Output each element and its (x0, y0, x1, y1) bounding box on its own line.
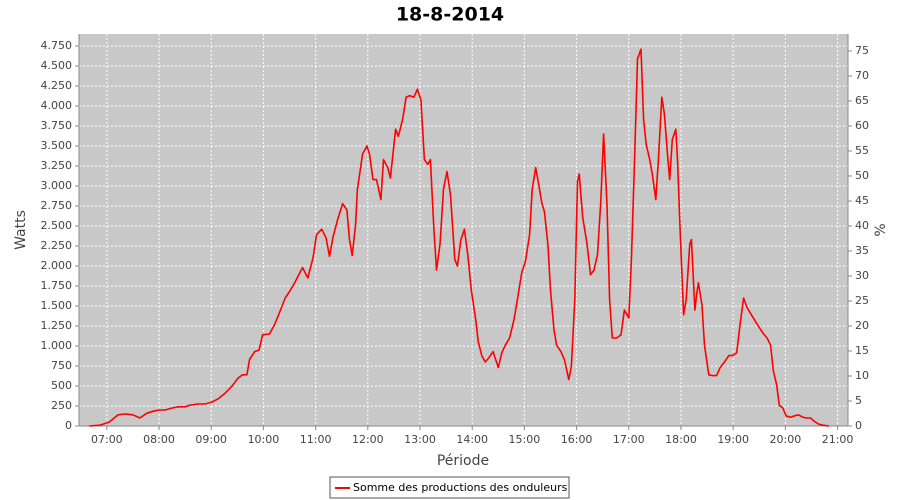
y-tick-label: 2.000 (41, 259, 73, 272)
x-tick-label: 19:00 (717, 433, 749, 446)
y-tick-label: 3.500 (41, 139, 73, 152)
legend (329, 476, 570, 499)
y-tick-label: 1.250 (41, 319, 73, 332)
y2-tick-label: 20 (855, 319, 869, 332)
y2-axis-title: % (873, 223, 889, 236)
x-tick-label: 16:00 (561, 433, 593, 446)
y2-tick-label: 70 (855, 69, 869, 82)
x-tick-label: 21:00 (822, 433, 854, 446)
x-tick-label: 15:00 (509, 433, 541, 446)
y-tick-label: 2.250 (41, 239, 73, 252)
y-tick-label: 750 (51, 359, 72, 372)
data-line (89, 48, 830, 427)
y-tick-label: 250 (51, 399, 72, 412)
x-tick-label: 08:00 (143, 433, 175, 446)
x-tick-label: 11:00 (300, 433, 332, 446)
x-tick-label: 10:00 (248, 433, 280, 446)
y-axis-title: Watts (13, 210, 29, 250)
y2-tick-label: 60 (855, 119, 869, 132)
y-tick-label: 3.750 (41, 119, 73, 132)
y-tick-label: 4.250 (41, 79, 73, 92)
y-tick-label: 0 (65, 419, 72, 432)
y2-tick-label: 25 (855, 294, 869, 307)
y-tick-label: 3.000 (41, 179, 73, 192)
y2-tick-label: 5 (855, 394, 862, 407)
y2-tick-label: 65 (855, 94, 869, 107)
y-tick-label: 4.500 (41, 59, 73, 72)
y2-tick-label: 35 (855, 244, 869, 257)
y-tick-label: 1.000 (41, 339, 73, 352)
y2-tick-label: 75 (855, 44, 869, 57)
y-tick-label: 2.500 (41, 219, 73, 232)
y-tick-label: 1.750 (41, 279, 73, 292)
x-tick-label: 12:00 (352, 433, 384, 446)
legend-label: Somme des productions des onduleurs (353, 481, 568, 494)
y2-tick-label: 40 (855, 219, 869, 232)
y-tick-label: 2.750 (41, 199, 73, 212)
y2-tick-label: 10 (855, 369, 869, 382)
y-tick-label: 500 (51, 379, 72, 392)
x-tick-label: 20:00 (770, 433, 802, 446)
y-tick-label: 4.000 (41, 99, 73, 112)
x-tick-label: 14:00 (456, 433, 488, 446)
y-tick-label: 1.500 (41, 299, 73, 312)
x-tick-label: 09:00 (195, 433, 227, 446)
y2-tick-label: 30 (855, 269, 869, 282)
x-tick-label: 07:00 (91, 433, 123, 446)
y2-tick-label: 50 (855, 169, 869, 182)
x-tick-label: 17:00 (613, 433, 645, 446)
x-tick-label: 13:00 (404, 433, 436, 446)
y2-tick-label: 15 (855, 344, 869, 357)
y-tick-label: 3.250 (41, 159, 73, 172)
x-axis-title: Période (437, 453, 489, 469)
y2-tick-label: 55 (855, 144, 869, 157)
chart-title: 18-8-2014 (396, 4, 504, 26)
y2-tick-label: 0 (855, 419, 862, 432)
y2-tick-label: 45 (855, 194, 869, 207)
y-tick-label: 4.750 (41, 39, 73, 52)
x-tick-label: 18:00 (665, 433, 697, 446)
